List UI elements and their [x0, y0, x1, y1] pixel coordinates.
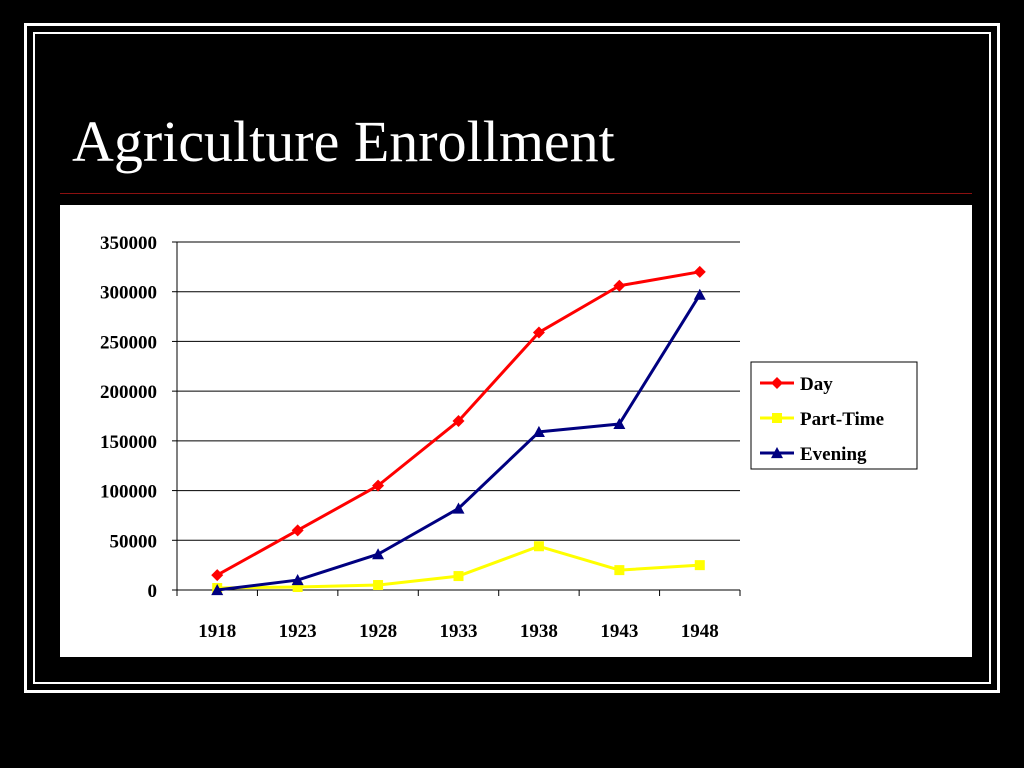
legend-marker-evening — [771, 447, 783, 459]
series-line-evening — [217, 293, 702, 592]
data-point-day — [372, 479, 385, 492]
y-tick-label: 0 — [148, 581, 158, 602]
tick-labels: 0 50000 100000 150000 200000 250000 300000 3500… — [100, 233, 719, 642]
x-tick-label: 1948 — [681, 621, 719, 642]
data-point-evening — [452, 502, 465, 514]
slide-frame-inner — [33, 32, 991, 684]
x-tick-label: 1918 — [198, 621, 236, 642]
gridlines — [177, 241, 740, 541]
legend-marker-day — [771, 377, 783, 389]
series-lines — [211, 265, 706, 596]
data-point-part-time — [453, 571, 464, 582]
data-point-part-time — [694, 560, 705, 571]
legend: Day Part-Time Evening — [750, 361, 918, 470]
x-tick-label: 1938 — [520, 621, 558, 642]
line-chart: 0 50000 100000 150000 200000 250000 300000 3500… — [100, 233, 918, 642]
slide-title: Agriculture Enrollment — [72, 109, 615, 174]
data-point-day — [532, 326, 545, 339]
data-point-evening — [613, 417, 626, 430]
x-tick-label: 1943 — [600, 621, 638, 642]
title-divider — [60, 193, 972, 194]
y-tick-label: 300000 — [100, 283, 157, 304]
data-point-part-time — [614, 565, 625, 576]
chart-panel: 0 50000 100000 150000 200000 250000 300000 3500… — [60, 205, 972, 657]
data-point-part-time — [533, 541, 544, 552]
y-tick-label: 100000 — [100, 482, 157, 503]
data-point-part-time — [373, 580, 384, 591]
data-point-day — [452, 414, 465, 427]
x-tick-label: 1923 — [279, 621, 317, 642]
legend-label-part-time: Part-Time — [800, 409, 884, 430]
legend-label-day: Day — [800, 374, 833, 395]
data-point-evening — [532, 425, 545, 438]
y-tick-label: 150000 — [100, 432, 157, 453]
y-tick-label: 250000 — [100, 332, 157, 353]
legend-label-evening: Evening — [800, 444, 867, 465]
data-point-evening — [291, 574, 304, 586]
data-point-day — [291, 524, 304, 537]
y-tick-label: 350000 — [100, 233, 157, 254]
x-tick-label: 1933 — [440, 621, 478, 642]
y-tick-label: 50000 — [110, 531, 158, 552]
data-point-day — [693, 265, 706, 278]
slide-frame-outer — [24, 23, 1000, 693]
data-point-part-time — [292, 582, 303, 593]
axes — [172, 241, 741, 596]
legend-marker-part-time — [772, 413, 782, 423]
data-point-day — [211, 569, 224, 582]
data-point-evening — [693, 288, 706, 300]
data-point-evening — [372, 548, 385, 560]
y-tick-label: 200000 — [100, 382, 157, 403]
data-point-evening — [211, 584, 224, 596]
data-point-day — [613, 279, 626, 292]
x-tick-label: 1928 — [359, 621, 397, 642]
